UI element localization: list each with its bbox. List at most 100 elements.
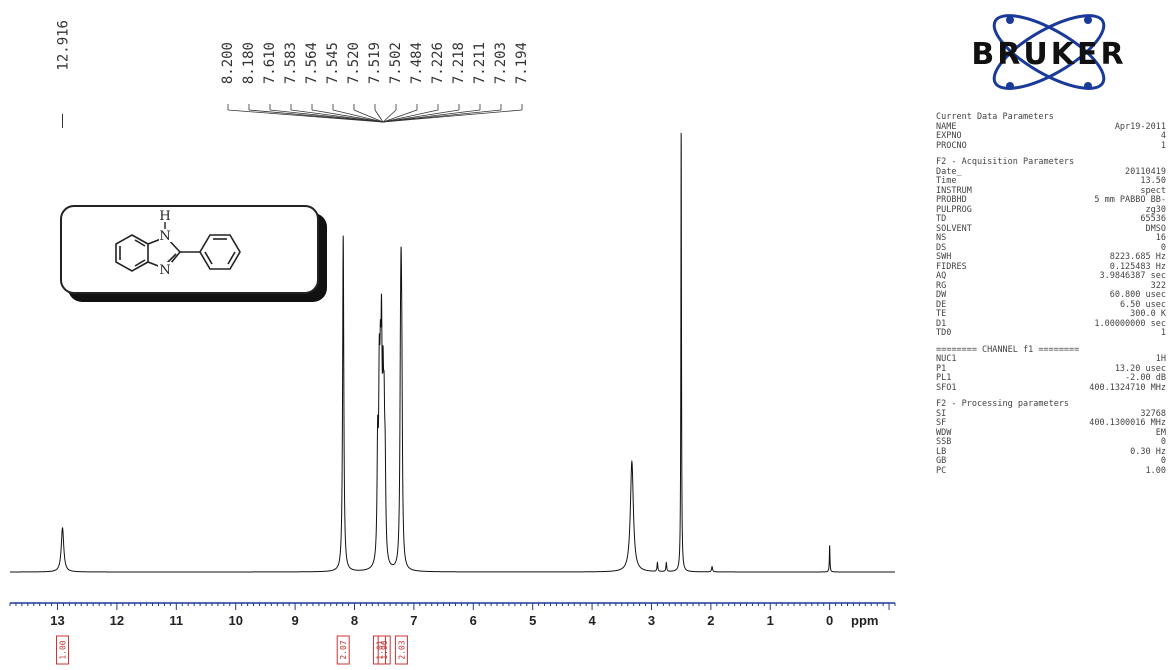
param-row: Date_ 20110419 — [936, 166, 1166, 178]
param-row: TD0 1 — [936, 328, 1166, 339]
param-value: 5 mm PABBO BB- — [1094, 195, 1166, 205]
peak-label: 7.564 — [304, 42, 320, 84]
param-key: PC — [936, 465, 947, 476]
param-row: SOLVENT DMSO — [936, 224, 1166, 235]
integral-label: 1.00 — [59, 640, 68, 659]
logo-text: BRUKER — [971, 37, 1126, 72]
integral-label: 1.01 — [375, 640, 384, 659]
param-row: FIDRES 0.125483 Hz — [936, 261, 1166, 273]
x-tick-label: 1 — [767, 613, 774, 628]
param-key: FIDRES — [936, 261, 967, 272]
param-key: Date_ — [936, 166, 962, 177]
param-row: WDW EM — [936, 428, 1166, 439]
param-row: NS 16 — [936, 233, 1166, 244]
peak-label-leader — [382, 109, 397, 123]
peak-label-leader — [311, 109, 384, 123]
x-tick-label: 7 — [410, 613, 417, 628]
param-key: PROBHD — [936, 195, 967, 205]
peak-label: 7.194 — [514, 42, 530, 84]
param-value: zg30 — [1145, 204, 1166, 215]
f2-acq-header: F2 - Acquisition Parameters — [936, 157, 1075, 167]
atom-n: N — [159, 263, 170, 278]
param-row: SSB 0 — [936, 437, 1166, 448]
param-value: 20110419 — [1125, 166, 1166, 177]
param-row: SFO1 400.1324710 MHz — [936, 382, 1166, 394]
param-row: NUC1 1H — [936, 354, 1166, 365]
peak-label: 8.200 — [220, 42, 236, 84]
param-value: 13.20 usec — [1114, 363, 1166, 374]
param-key: SFO1 — [936, 382, 957, 393]
integral-box — [377, 635, 391, 665]
peak-label: 7.610 — [262, 42, 278, 84]
param-row: SF 400.1300016 MHz — [936, 418, 1166, 429]
param-value: 0.30 Hz — [1130, 446, 1166, 457]
param-key: PULPROG — [936, 204, 972, 215]
param-key: DS — [936, 242, 947, 253]
param-row: DW 60.800 usec — [936, 290, 1166, 301]
acquisition-parameters: Current Data Parameters NAME Apr19-2011 EX… — [936, 112, 1166, 477]
peak-label: 7.226 — [430, 42, 446, 84]
param-value: 1 — [1160, 140, 1166, 151]
param-value: 60.800 usec — [1109, 290, 1166, 300]
param-key: DE — [936, 299, 947, 310]
param-row: PULPROG zg30 — [936, 204, 1166, 216]
integral-box — [394, 635, 408, 665]
current-params-header: Current Data Parameters — [936, 112, 1054, 122]
param-row: PC 1.00 — [936, 465, 1166, 477]
param-value: 0.125483 Hz — [1109, 261, 1166, 272]
x-tick-label: 8 — [351, 613, 358, 628]
param-value: 0 — [1160, 242, 1166, 253]
param-row: TD 65536 — [936, 214, 1166, 225]
param-row: EXPNO 4 — [936, 131, 1166, 142]
x-tick-label: 6 — [470, 613, 477, 628]
param-row: D1 1.00000000 sec — [936, 318, 1166, 330]
param-key: SF — [936, 418, 947, 428]
param-key: Time — [936, 176, 957, 186]
param-row: GB 0 — [936, 456, 1166, 467]
x-tick-label: 10 — [228, 613, 242, 628]
peak-label: 7.545 — [325, 42, 341, 84]
param-key: RG — [936, 280, 947, 291]
param-value: 6.50 usec — [1119, 299, 1166, 310]
x-tick-label: 13 — [50, 613, 64, 628]
param-value: 1.00000000 sec — [1094, 318, 1166, 329]
x-tick-label: 4 — [588, 613, 596, 628]
peak-label-leader — [382, 109, 439, 123]
param-key: NAME — [936, 121, 957, 132]
param-row: DS 0 — [936, 242, 1166, 254]
param-row: AQ 3.9846387 sec — [936, 271, 1166, 282]
param-value: 400.1300016 MHz — [1089, 418, 1166, 428]
integral-box — [56, 635, 70, 665]
param-value: 8223.685 Hz — [1109, 252, 1166, 262]
peak-label-leader — [374, 109, 384, 123]
x-tick-label: 5 — [529, 613, 536, 628]
peak-label-leader — [382, 109, 523, 123]
param-value: 400.1324710 MHz — [1089, 382, 1166, 393]
peak-label: 7.583 — [283, 42, 299, 84]
param-value: 1H — [1155, 354, 1166, 364]
param-key: AQ — [936, 271, 947, 281]
peak-label-leader — [332, 109, 384, 123]
param-value: 0 — [1160, 456, 1166, 466]
param-key: SI — [936, 408, 947, 419]
param-value: 3.9846387 sec — [1099, 271, 1166, 281]
spectrum-trace — [10, 132, 895, 573]
param-key: NS — [936, 233, 947, 243]
param-value: -2.00 dB — [1125, 373, 1166, 383]
x-axis-label: ppm — [851, 613, 878, 628]
param-row: PROCNO 1 — [936, 140, 1166, 152]
param-value: 300.0 K — [1130, 309, 1166, 319]
peak-label: 7.519 — [367, 42, 383, 84]
param-key: SSB — [936, 437, 952, 447]
integral-label: 2.07 — [339, 640, 348, 659]
peak-label: 7.211 — [472, 42, 488, 84]
param-key: TE — [936, 309, 947, 319]
param-row: Time 13.50 — [936, 176, 1166, 187]
x-tick-label: 2 — [707, 613, 714, 628]
param-value: Apr19-2011 — [1114, 121, 1166, 132]
param-row: RG 322 — [936, 280, 1166, 292]
peak-label: 7.520 — [346, 42, 362, 84]
param-key: P1 — [936, 363, 947, 374]
param-row: INSTRUM spect — [936, 186, 1166, 197]
param-key: SWH — [936, 252, 952, 262]
